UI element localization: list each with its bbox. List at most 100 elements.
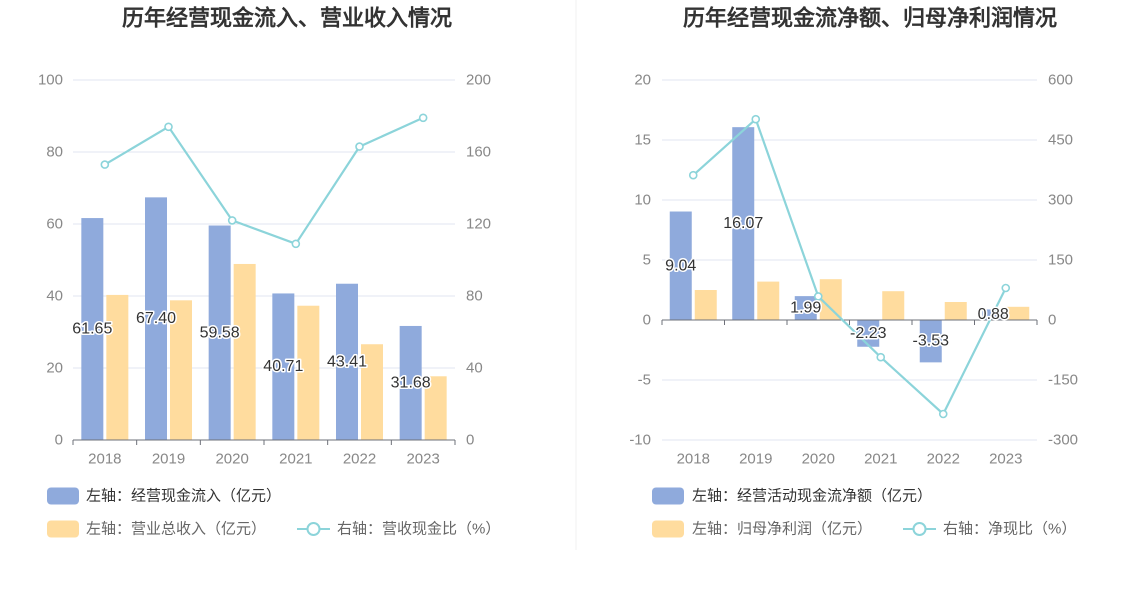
legend-item-net-profit[interactable]: 左轴：归母净利润（亿元） — [652, 520, 872, 538]
legend-label: 右轴：营收现金比（%） — [337, 521, 500, 538]
right-axis-tick-label: 0 — [1048, 312, 1056, 329]
cash-to-revenue-ratio-line — [104, 116, 424, 245]
net-cashflow-profit-chart: 历年经营现金流净额、归母净利润情况 -10 -5 0 5 10 15 20 -300 -150 0 1… — [629, 6, 1078, 538]
right-axis-tick-label: 300 — [1048, 192, 1073, 209]
net-profit-bars — [694, 279, 1030, 320]
cash-to-revenue-ratio-point — [100, 160, 110, 169]
legend-swatch — [652, 487, 684, 505]
right-axis-tick-label: 450 — [1048, 132, 1073, 149]
cash-to-revenue-ratio-point — [418, 113, 428, 123]
right-axis-tick-label: 80 — [466, 288, 483, 305]
net-cash-ratio-point — [1001, 283, 1011, 293]
net-operating-cash-flow-data-label: 16.07 — [723, 215, 763, 232]
cash-to-revenue-ratio-point — [164, 122, 173, 132]
x-axis-category-label: 2023 — [406, 451, 439, 468]
chart-title: 历年经营现金流净额、归母净利润情况 — [683, 6, 1057, 31]
left-axis-tick-label: 40 — [46, 288, 63, 305]
x-axis-category-label: 2019 — [739, 451, 772, 468]
left-axis-tick-label: 20 — [46, 360, 63, 377]
x-axis-category-label: 2018 — [88, 451, 121, 468]
legend-label: 右轴：净现比（%） — [943, 521, 1076, 538]
cash-to-revenue-ratio-point — [227, 216, 237, 225]
left-axis-tick-label: 10 — [634, 192, 651, 209]
right-axis-tick-label: -150 — [1048, 372, 1078, 389]
x-axis-category-label: 2019 — [152, 451, 185, 468]
legend-item-cash-to-revenue-ratio[interactable]: 右轴：营收现金比（%） — [297, 521, 500, 538]
cash-to-revenue-ratio-point — [291, 239, 301, 249]
operating-cash-inflow-bar — [336, 283, 358, 440]
legend-label: 左轴：经营现金流入（亿元） — [86, 488, 281, 505]
net-operating-cash-flow-bar — [732, 127, 755, 320]
total-revenue-bar — [106, 294, 129, 440]
legend: 左轴：经营活动现金流净额（亿元） 左轴：归母净利润（亿元） 右轴：净现比（%） — [652, 487, 1076, 538]
operating-cash-inflow-data-label: 40.71 — [263, 358, 303, 375]
left-axis-tick-label: 0 — [643, 312, 651, 329]
legend-label: 左轴：归母净利润（亿元） — [692, 521, 872, 538]
operating-cash-inflow-data-label: 59.58 — [200, 324, 240, 341]
total-revenue-bar — [361, 344, 383, 440]
left-axis-tick-label: 60 — [46, 216, 63, 233]
right-axis-tick-label: 160 — [466, 144, 491, 161]
net-profit-bar — [1007, 306, 1030, 320]
net-cash-ratio-line — [692, 118, 1007, 416]
net-profit-bar — [757, 281, 780, 320]
legend-item-net-cash-ratio[interactable]: 右轴：净现比（%） — [903, 521, 1076, 538]
legend: 左轴：经营现金流入（亿元） 左轴：营业总收入（亿元） 右轴：营收现金比（%） — [47, 487, 500, 538]
net-cash-ratio-point — [938, 409, 948, 419]
net-operating-cash-flow-data-label: -3.53 — [913, 333, 950, 350]
net-cash-ratio-point — [751, 114, 761, 124]
operating-cash-inflow-data-label: 61.65 — [72, 321, 112, 338]
legend-point-icon — [912, 522, 927, 536]
operating-cash-inflow-data-label: 43.41 — [327, 353, 367, 370]
net-cash-ratio-point — [688, 170, 698, 180]
right-axis-tick-label: -300 — [1048, 432, 1078, 449]
net-operating-cash-flow-bars — [669, 127, 1005, 363]
x-axis-category-label: 2021 — [279, 451, 312, 468]
left-axis-tick-label: 15 — [634, 132, 651, 149]
net-operating-cash-flow-bar — [794, 296, 817, 320]
cash-inflow-revenue-chart: 历年经营现金流入、营业收入情况 0 20 40 60 80 100 0 40 80 120 160 20… — [38, 6, 500, 538]
right-axis-tick-label: 120 — [466, 216, 491, 233]
net-cash-ratio-point — [813, 292, 823, 301]
legend-point-icon — [306, 522, 321, 536]
net-profit-bar — [882, 291, 905, 320]
x-axis-category-label: 2020 — [802, 451, 835, 468]
operating-cash-inflow-bar — [145, 197, 167, 440]
legend-item-total-revenue[interactable]: 左轴：营业总收入（亿元） — [47, 520, 266, 538]
legend-swatch — [652, 520, 684, 538]
x-axis-category-label: 2018 — [677, 451, 710, 468]
x-axis-category-label: 2020 — [215, 451, 248, 468]
left-axis-tick-label: 0 — [55, 432, 63, 449]
right-axis-tick-label: 150 — [1048, 252, 1073, 269]
net-profit-bar — [944, 302, 967, 320]
legend-label: 左轴：经营活动现金流净额（亿元） — [692, 488, 932, 505]
x-axis-category-label: 2022 — [343, 451, 376, 468]
right-axis-tick-label: 40 — [466, 360, 483, 377]
left-axis-tick-label: 20 — [634, 72, 651, 89]
total-revenue-bar — [424, 376, 447, 440]
gridlines — [662, 79, 1037, 441]
net-profit-bar — [819, 279, 842, 320]
operating-cash-inflow-bar — [208, 225, 231, 440]
left-axis-tick-label: 100 — [38, 72, 63, 89]
legend-item-net-operating-cash-flow[interactable]: 左轴：经营活动现金流净额（亿元） — [652, 487, 932, 505]
total-revenue-bar — [233, 263, 256, 440]
operating-cash-inflow-bar — [272, 293, 295, 440]
operating-cash-inflow-bar — [81, 218, 104, 440]
operating-cash-inflow-data-label: 67.40 — [136, 310, 176, 327]
right-axis-tick-label: 200 — [466, 72, 491, 89]
net-operating-cash-flow-data-label: -2.23 — [850, 325, 887, 342]
left-axis-tick-label: 5 — [643, 252, 651, 269]
gridlines — [73, 79, 455, 369]
net-cash-ratio-point — [876, 352, 886, 362]
right-axis-tick-label: 600 — [1048, 72, 1073, 89]
legend-item-operating-cash-inflow[interactable]: 左轴：经营现金流入（亿元） — [47, 487, 281, 505]
operating-cash-inflow-bar — [399, 325, 422, 440]
net-operating-cash-flow-data-label: 9.04 — [665, 257, 696, 274]
total-revenue-bar — [297, 305, 320, 440]
net-profit-bar — [694, 290, 717, 320]
legend-swatch — [47, 520, 79, 538]
right-axis-tick-label: 0 — [466, 432, 474, 449]
left-axis-tick-label: -5 — [638, 372, 651, 389]
